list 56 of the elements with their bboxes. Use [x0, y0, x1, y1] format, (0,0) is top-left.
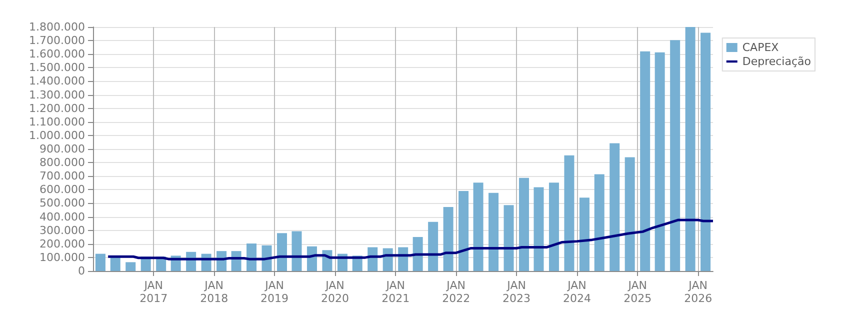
y-tick-label: 1.800.000	[29, 20, 85, 34]
y-tick-label: 1.100.000	[29, 115, 85, 128]
y-tick-label: 900.000	[40, 142, 85, 156]
y-tick-label: 1.200.000	[29, 102, 85, 115]
bar	[624, 157, 635, 271]
y-tick-label: 600.000	[40, 183, 85, 196]
bar	[534, 187, 544, 271]
bar	[548, 182, 559, 271]
y-tick-label: 1.600.000	[29, 48, 85, 61]
x-tick-label: JAN 2025	[624, 279, 652, 305]
bar	[95, 254, 106, 271]
y-tick-label: 0	[78, 264, 85, 278]
bar	[412, 236, 423, 271]
y-tick-label: 1.000.000	[29, 128, 85, 142]
x-tick-label: JAN 2022	[442, 279, 470, 305]
y-tick-label: 500.000	[40, 196, 85, 210]
x-tick-label: JAN 2026	[684, 279, 712, 305]
y-tick-label: 800.000	[40, 156, 85, 170]
bar	[564, 155, 574, 271]
y-tick-label: 1.400.000	[29, 74, 85, 88]
line-series	[106, 218, 714, 260]
bar	[594, 174, 604, 271]
bar	[126, 262, 136, 271]
bar	[640, 51, 650, 271]
y-tick-label: 200.000	[40, 237, 85, 250]
bar	[292, 231, 302, 271]
x-tick-label: JAN 2020	[321, 279, 350, 305]
bar	[654, 52, 665, 271]
y-tick-label: 1.700.000	[29, 34, 85, 48]
legend-label: CAPEX	[742, 41, 780, 54]
y-tick-label: 400.000	[40, 210, 85, 224]
y-tick-label: 700.000	[40, 170, 85, 183]
bar	[473, 182, 484, 271]
bar	[504, 205, 514, 271]
y-tick-label: 1.500.000	[29, 61, 85, 74]
bar	[488, 192, 499, 271]
bar	[277, 233, 287, 271]
bar	[700, 32, 711, 271]
bar	[579, 198, 590, 271]
legend-label: Depreciação	[742, 55, 812, 68]
bar	[519, 178, 529, 271]
y-tick-label: 100.000	[40, 250, 85, 264]
bar	[443, 207, 454, 271]
y-tick-label: 1.300.000	[29, 88, 85, 102]
x-tick-label: JAN 2018	[200, 279, 228, 305]
x-tick-label: JAN 2017	[140, 279, 168, 305]
bar	[428, 222, 438, 271]
x-tick-label: JAN 2019	[260, 279, 289, 305]
bar	[685, 27, 696, 271]
bar	[670, 40, 680, 271]
bar	[458, 191, 469, 271]
y-tick-label: 300.000	[40, 224, 85, 237]
x-tick-label: JAN 2024	[563, 279, 592, 305]
x-tick-label: JAN 2021	[382, 279, 410, 305]
x-tick-label: JAN 2023	[502, 279, 531, 305]
bar	[610, 143, 620, 271]
